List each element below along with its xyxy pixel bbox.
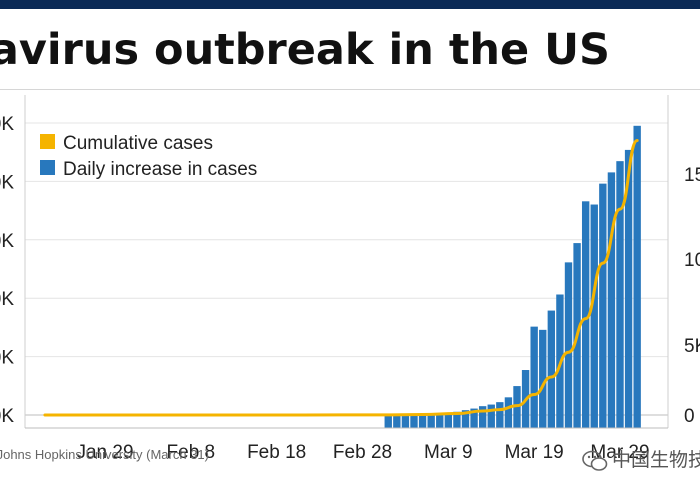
- daily-increase-bar: [487, 404, 495, 428]
- legend-swatch-daily: [40, 160, 55, 175]
- cumulative-cases-path: [43, 139, 639, 417]
- watermark: 中国生物技术网: [582, 447, 700, 473]
- y-left-tick-label: 40K: [0, 348, 14, 369]
- x-tick-label: Jan 29: [76, 442, 133, 463]
- y-left-tick-label: 200K: [0, 114, 14, 135]
- daily-increase-bar: [401, 414, 410, 428]
- daily-increase-bar: [478, 406, 487, 428]
- cumulative-cases-line: [43, 139, 639, 417]
- daily-increase-bar: [590, 204, 598, 428]
- source-note: Source: Johns Hopkins University (March …: [0, 447, 209, 462]
- daily-increase-bar: [564, 262, 573, 428]
- wechat-icon: [582, 450, 608, 471]
- daily-increase-bar: [616, 161, 624, 428]
- x-tick-label: Mar 19: [505, 442, 564, 463]
- daily-increase-bar: [418, 414, 427, 428]
- daily-increase-bar: [427, 413, 435, 428]
- y-right-tick-label: 10K: [684, 250, 700, 271]
- daily-increase-bars: [384, 125, 641, 429]
- chart-title: Coronavirus outbreak in the US: [0, 25, 610, 75]
- daily-increase-bar: [633, 125, 641, 429]
- daily-increase-bar: [547, 310, 556, 428]
- daily-increase-bar: [607, 172, 616, 428]
- x-tick-label: Feb 8: [167, 442, 216, 463]
- legend: Cumulative cases Daily increase in cases: [40, 133, 257, 180]
- daily-increase-bar: [453, 411, 461, 428]
- daily-increase-bar: [384, 414, 392, 428]
- daily-increase-bar: [599, 183, 607, 428]
- x-tick-label: Mar 29: [590, 442, 649, 463]
- title-divider: [0, 89, 700, 90]
- axes: Jan 29 Feb 8 Feb 18 Feb 28 Mar 9 Mar 19 Mar 29…: [0, 95, 700, 463]
- daily-increase-bar: [470, 408, 478, 428]
- x-tick-label: Feb 18: [247, 442, 306, 463]
- y-right-tick-label: 15K: [684, 165, 700, 186]
- daily-increase-bar: [393, 414, 401, 428]
- daily-increase-bar: [530, 326, 538, 428]
- x-tick-label: Feb 28: [333, 442, 392, 463]
- daily-increase-bar: [444, 412, 453, 428]
- y-left-tick-label: 0K: [0, 406, 14, 427]
- header-bar: [0, 0, 700, 9]
- daily-increase-bar: [496, 402, 504, 428]
- daily-increase-bar: [624, 149, 633, 428]
- legend-label-daily: Daily increase in cases: [63, 159, 257, 180]
- y-right-tick-label: 0: [684, 406, 695, 427]
- x-tick-label: Mar 9: [424, 442, 473, 463]
- daily-increase-bar: [504, 397, 513, 428]
- daily-increase-bar: [581, 201, 590, 428]
- daily-increase-bar: [461, 410, 470, 428]
- y-left-tick-label: 80K: [0, 289, 14, 310]
- y-left-tick-label: 120K: [0, 231, 14, 252]
- daily-increase-bar: [436, 413, 444, 428]
- legend-label-cumulative: Cumulative cases: [63, 133, 213, 154]
- legend-swatch-cumulative: [40, 134, 55, 149]
- daily-increase-bar: [410, 414, 418, 428]
- daily-increase-bar: [539, 329, 547, 428]
- y-right-tick-label: 5K: [684, 336, 700, 357]
- y-left-tick-label: 160K: [0, 172, 14, 193]
